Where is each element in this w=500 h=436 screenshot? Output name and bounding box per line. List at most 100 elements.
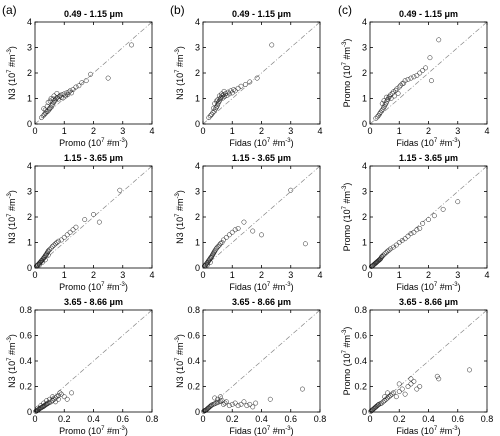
- data-point: [379, 108, 385, 114]
- y-axis-label: Promo (107 #m-3): [342, 39, 352, 108]
- data-point: [47, 247, 53, 253]
- y-tick-label: 0.8: [187, 305, 200, 315]
- data-point: [408, 75, 414, 81]
- one-to-one-line: [34, 309, 153, 413]
- data-point: [393, 242, 399, 248]
- data-point: [226, 91, 232, 97]
- x-tick-label: 2: [91, 270, 96, 280]
- y-tick-label: 3: [195, 187, 200, 197]
- data-point: [423, 65, 429, 71]
- data-point: [58, 391, 64, 397]
- data-point: [73, 84, 79, 90]
- y-tick-label: 1: [362, 238, 367, 248]
- y-tick-label: 2: [362, 212, 367, 222]
- data-point: [420, 68, 426, 73]
- y-tick-label: 0.2: [354, 382, 367, 392]
- y-axis-label: N3 (107 #m-3): [7, 190, 17, 244]
- y-tick-label: 0.6: [354, 331, 367, 341]
- y-tick-label: 0.4: [354, 356, 367, 366]
- x-axis-label: Fidas (107 #m-3): [396, 138, 460, 148]
- data-point: [381, 98, 387, 103]
- data-point: [386, 247, 392, 253]
- data-point: [401, 80, 407, 86]
- one-to-one-line: [369, 309, 488, 413]
- data-point: [232, 227, 238, 233]
- data-point: [204, 260, 210, 266]
- x-tick-label: 0: [367, 414, 372, 424]
- y-tick-label: 1: [27, 238, 32, 248]
- data-point: [267, 396, 273, 402]
- panel-title: 1.15 - 3.65 μm: [64, 153, 123, 163]
- x-tick-label: 0.8: [314, 414, 327, 424]
- y-tick-label: 1: [195, 238, 200, 248]
- data-point: [405, 76, 411, 82]
- data-point: [222, 94, 228, 99]
- data-point: [408, 376, 414, 382]
- x-tick-label: 3: [288, 126, 293, 136]
- data-point: [222, 400, 228, 406]
- data-point: [388, 392, 393, 398]
- data-point: [221, 401, 226, 407]
- data-point: [379, 400, 385, 406]
- x-tick-label: 0: [367, 126, 372, 136]
- x-tick-label: 0: [200, 270, 205, 280]
- data-point: [382, 394, 388, 400]
- data-point: [45, 252, 51, 258]
- panel-title: 3.65 - 8.66 μm: [64, 297, 123, 307]
- data-point: [53, 399, 58, 405]
- scatter-panel-2-3: 0 1 2 3 4 0 1 2 3 4 1.15 - 3.65 μm Fidas (107 #m-3)…: [342, 153, 490, 292]
- y-tick-label: 1: [195, 94, 200, 104]
- y-tick-label: 2: [195, 212, 200, 222]
- data-point: [105, 75, 111, 81]
- data-point: [57, 390, 63, 396]
- data-point: [377, 256, 383, 262]
- data-point: [417, 226, 423, 231]
- y-axis-name: N3: [7, 232, 17, 244]
- data-point: [88, 71, 94, 77]
- y-tick-label: 4: [195, 161, 200, 171]
- scatter-panel-2-2: 0 1 2 3 4 0 1 2 3 4 1.15 - 3.65 μm Fidas (107 #m-3)…: [175, 153, 323, 292]
- x-tick-label: 4: [317, 126, 322, 136]
- panel-title: 0.49 - 1.15 μm: [64, 9, 123, 19]
- data-point: [232, 400, 238, 406]
- data-point: [392, 93, 398, 99]
- scatter-panel-3-3: 0 0.2 0.4 0.6 0.8 0 0.2 0.4 0.6 0.8 3.65 - 8.66 μm…: [342, 297, 493, 436]
- data-point: [396, 381, 402, 387]
- y-tick-label: 0: [27, 119, 32, 129]
- data-point: [96, 219, 102, 225]
- data-point: [434, 373, 440, 379]
- x-axis-name: Fidas: [229, 138, 252, 148]
- data-point: [214, 98, 219, 104]
- x-tick-label: 0.8: [146, 414, 159, 424]
- data-point: [218, 394, 224, 400]
- data-point: [402, 78, 408, 84]
- x-tick-label: 2: [259, 126, 264, 136]
- x-axis-label: Promo (107 #m-3): [59, 138, 128, 148]
- data-point: [427, 55, 433, 61]
- y-tick-label: 2: [27, 68, 32, 78]
- data-point: [382, 398, 388, 403]
- data-point: [247, 79, 253, 85]
- x-axis-name: Fidas: [229, 426, 252, 436]
- data-point: [393, 87, 399, 93]
- y-axis-name: N3: [175, 376, 185, 388]
- data-point: [219, 240, 225, 245]
- data-point: [67, 229, 73, 235]
- data-point: [231, 87, 237, 93]
- x-tick-label: 0.2: [226, 414, 239, 424]
- data-point: [379, 101, 385, 107]
- x-tick-label: 0.4: [87, 414, 100, 424]
- x-axis-name: Promo: [59, 282, 86, 292]
- data-point: [41, 106, 47, 112]
- data-point: [250, 228, 256, 234]
- x-tick-label: 3: [120, 126, 125, 136]
- data-point: [51, 396, 57, 402]
- data-point: [218, 241, 224, 246]
- x-tick-label: 0.6: [116, 414, 129, 424]
- data-point: [414, 73, 420, 79]
- x-tick-label: 2: [259, 270, 264, 280]
- data-point: [206, 115, 212, 121]
- x-tick-label: 0: [200, 126, 205, 136]
- data-point: [426, 217, 431, 223]
- data-point: [221, 237, 226, 243]
